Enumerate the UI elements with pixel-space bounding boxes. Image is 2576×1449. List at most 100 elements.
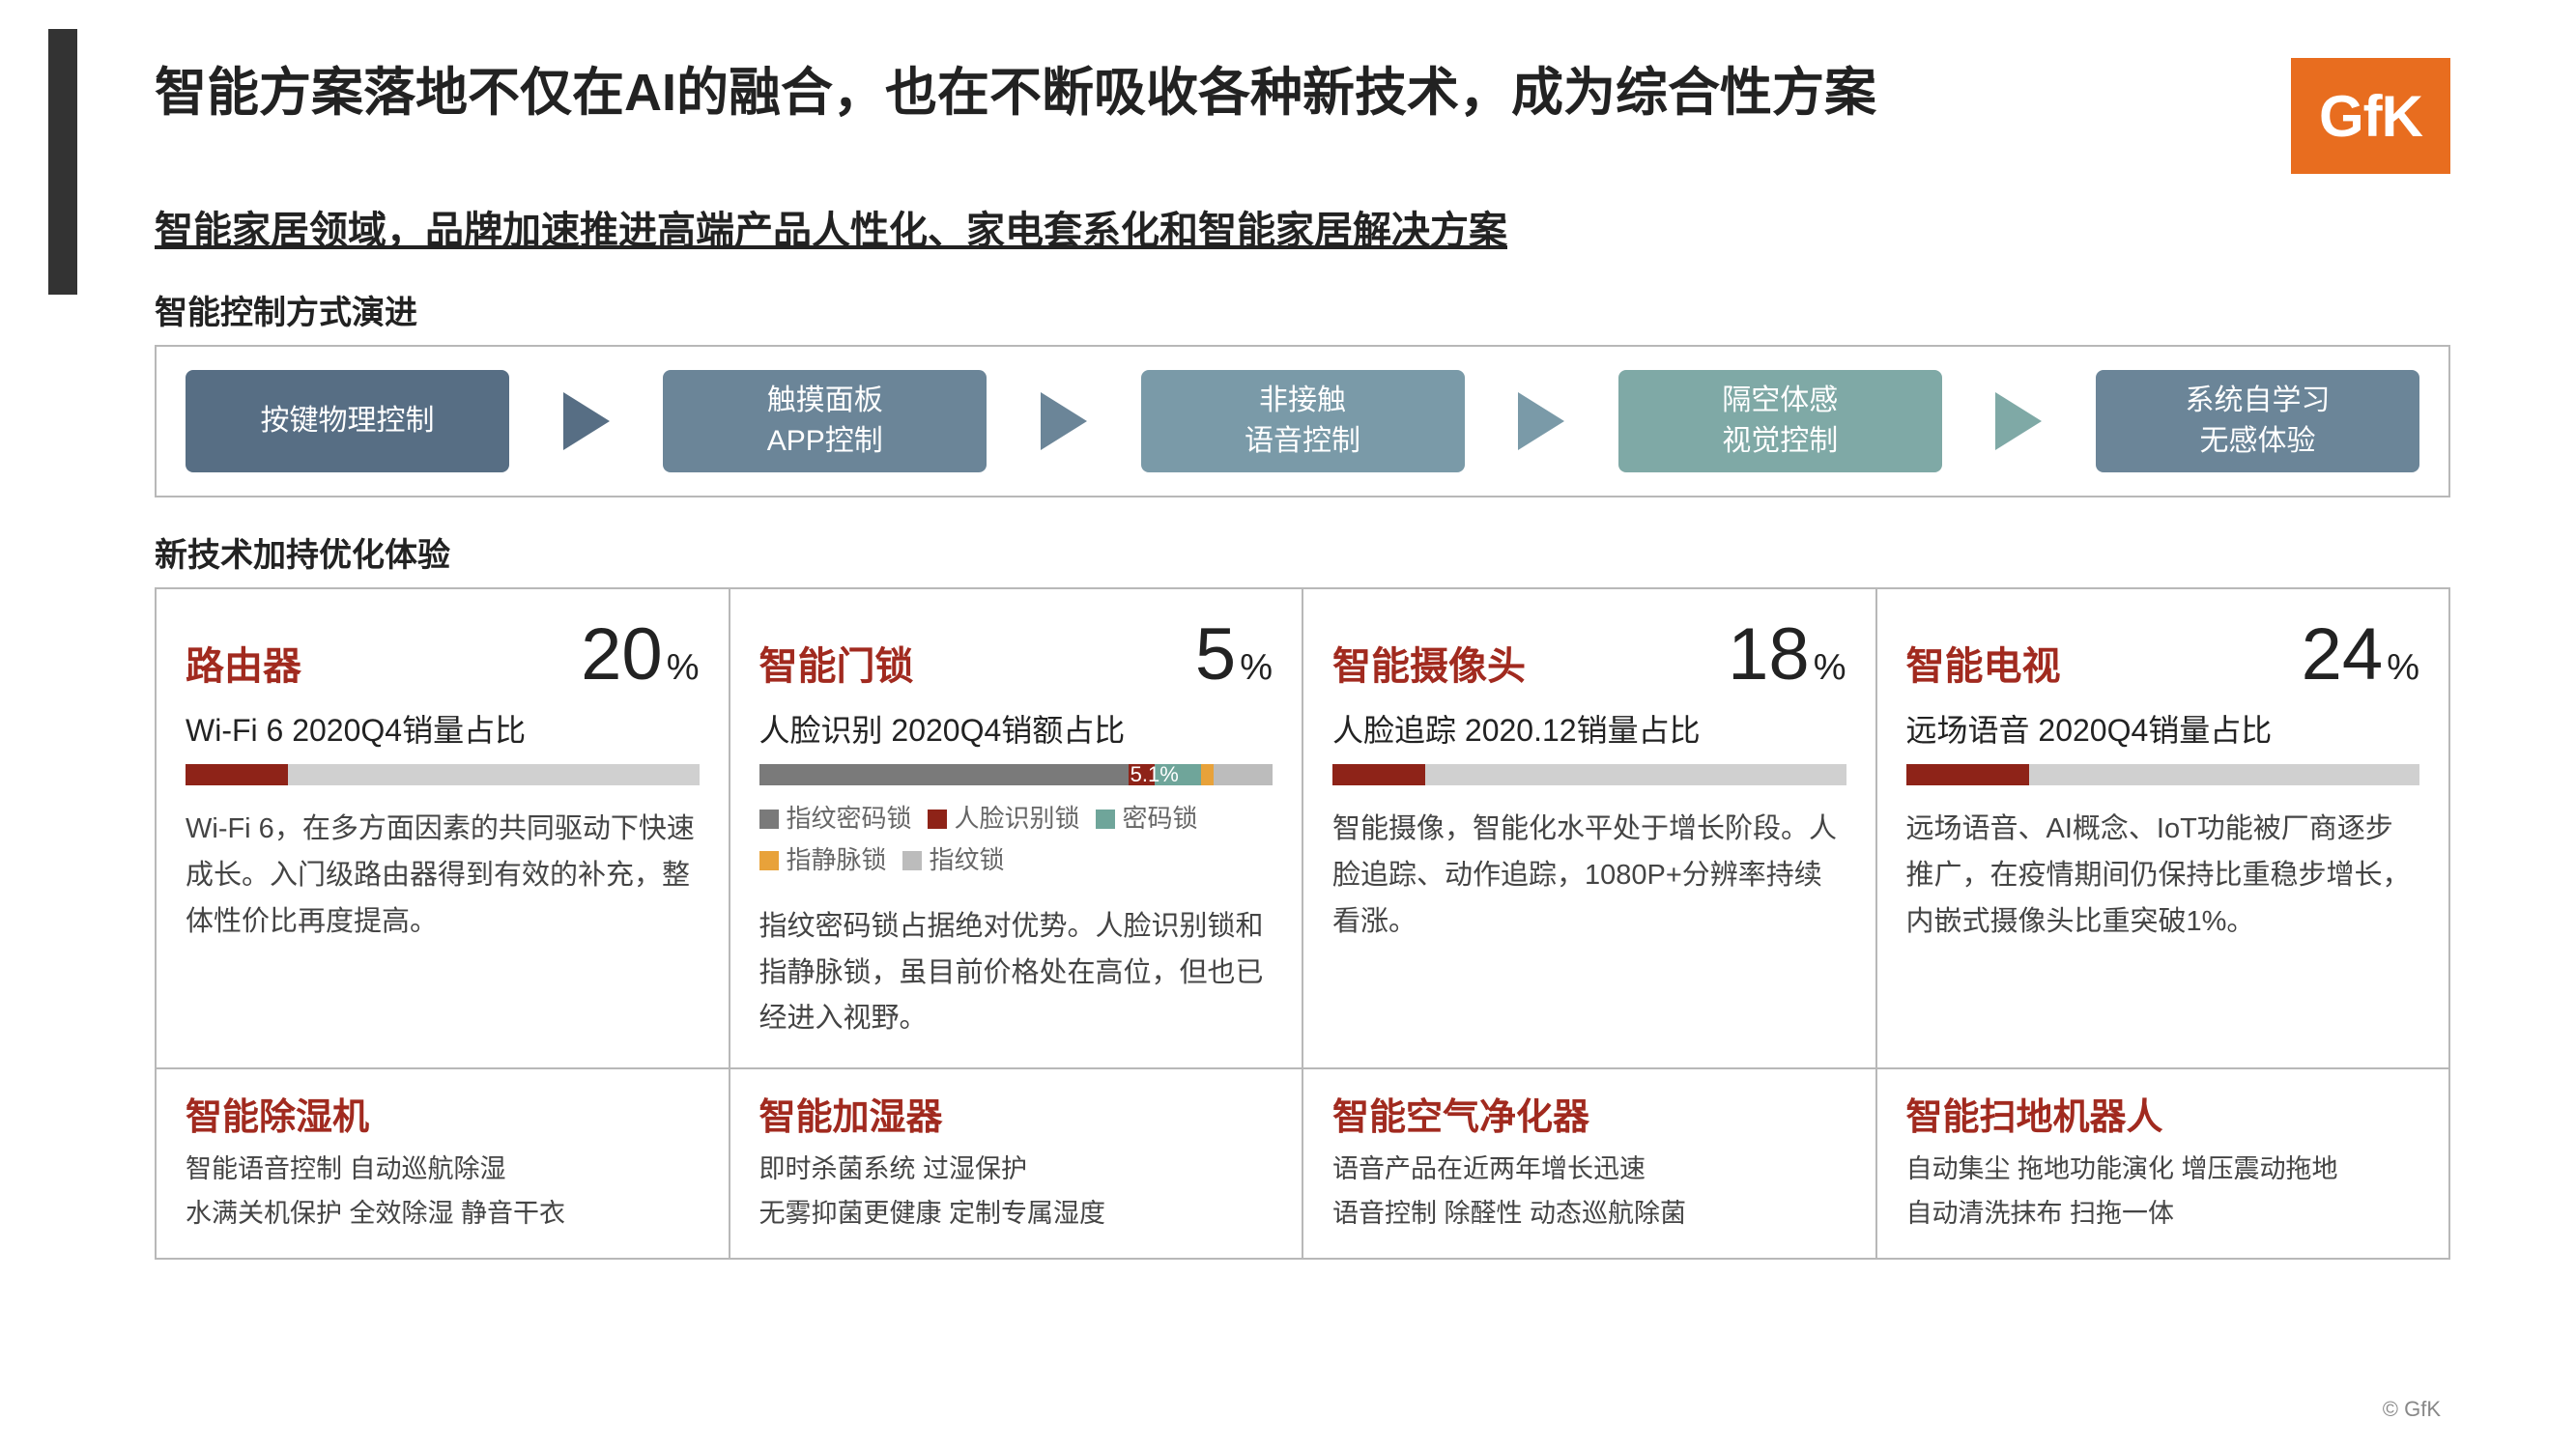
tech-card-title: 智能电视 (1906, 635, 2061, 691)
tech-card-metric: Wi-Fi 6 2020Q4销量占比 (186, 706, 700, 751)
slide: 智能方案落地不仅在AI的融合，也在不断吸收各种新技术，成为综合性方案 GfK 智… (0, 0, 2576, 1449)
legend-item: 人脸识别锁 (928, 799, 1080, 839)
tech-card: 智能门锁 5% 人脸识别 2020Q4销额占比 5.1% 指纹密码锁 人脸识别锁 密码锁指静… (730, 589, 1304, 1067)
legend-label: 指静脉锁 (787, 840, 887, 881)
legend-swatch (928, 810, 947, 829)
tech-card-head: 路由器 20% (186, 612, 700, 696)
page-title: 智能方案落地不仅在AI的融合，也在不断吸收各种新技术，成为综合性方案 (155, 58, 2252, 128)
tech-card-desc: Wi-Fi 6，在多方面因素的共同驱动下快速成长。入门级路由器得到有效的补充，整… (186, 807, 700, 946)
tech-label: 新技术加持优化体验 (155, 528, 2450, 576)
arrow-right-icon (563, 392, 610, 450)
tech-bottom-title: 智能加湿器 (759, 1087, 1274, 1140)
tech-bottom-cell: 智能加湿器即时杀菌系统 过湿保护无雾抑菌更健康 定制专属湿度 (730, 1069, 1304, 1258)
gfk-logo: GfK (2291, 58, 2450, 174)
evolution-step-line: 隔空体感 (1722, 381, 1838, 421)
tech-bottom-title: 智能除湿机 (186, 1087, 700, 1140)
evolution-step-line: 按键物理控制 (261, 401, 435, 441)
tech-bottom-desc: 自动集尘 拖地功能演化 增压震动拖地自动清洗抹布 扫拖一体 (1906, 1148, 2420, 1236)
percent-value: 5 (1195, 612, 1236, 696)
progress-bar: 5.1% (759, 764, 1274, 785)
progress-bar (1332, 764, 1846, 785)
tech-card-title: 智能摄像头 (1332, 635, 1526, 691)
evolution-step-line: 系统自学习 (2186, 381, 2331, 421)
percent-unit: % (1814, 647, 1846, 689)
tech-bottom-desc: 语音产品在近两年增长迅速语音控制 除醛性 动态巡航除菌 (1332, 1148, 1846, 1236)
tech-bottom-cell: 智能除湿机智能语音控制 自动巡航除湿水满关机保护 全效除湿 静音干衣 (157, 1069, 730, 1258)
legend-swatch (759, 851, 779, 870)
progress-bar (186, 764, 700, 785)
tech-card-metric: 远场语音 2020Q4销量占比 (1906, 706, 2420, 751)
evolution-step-line: 非接触 (1259, 381, 1346, 421)
evolution-step-line: 触摸面板 (767, 381, 883, 421)
tech-card-metric: 人脸识别 2020Q4销额占比 (759, 706, 1274, 751)
progress-bar (1906, 764, 2420, 785)
tech-card-percent: 18% (1728, 612, 1846, 696)
evolution-step: 系统自学习无感体验 (2096, 370, 2419, 472)
legend-label: 指纹锁 (930, 840, 1005, 881)
tech-card-metric: 人脸追踪 2020.12销量占比 (1332, 706, 1846, 751)
percent-value: 24 (2302, 612, 2384, 696)
tech-bottom-desc: 即时杀菌系统 过湿保护无雾抑菌更健康 定制专属湿度 (759, 1148, 1274, 1236)
bar-segment (759, 764, 1130, 785)
copyright: © GfK (2383, 1397, 2441, 1422)
tech-bottom-desc: 智能语音控制 自动巡航除湿水满关机保护 全效除湿 静音干衣 (186, 1148, 700, 1236)
evolution-label: 智能控制方式演进 (155, 286, 2450, 333)
legend-label: 密码锁 (1123, 799, 1198, 839)
header-row: 智能方案落地不仅在AI的融合，也在不断吸收各种新技术，成为综合性方案 GfK (155, 58, 2450, 174)
tech-card-title: 路由器 (186, 635, 301, 691)
arrow-right-icon (1518, 392, 1564, 450)
legend-item: 密码锁 (1096, 799, 1198, 839)
bar-segment (1201, 764, 1214, 785)
tech-card: 路由器 20% Wi-Fi 6 2020Q4销量占比 Wi-Fi 6，在多方面因素的共… (157, 589, 730, 1067)
tech-bottom-cell: 智能空气净化器语音产品在近两年增长迅速语音控制 除醛性 动态巡航除菌 (1303, 1069, 1877, 1258)
tech-bottom-cell: 智能扫地机器人自动集尘 拖地功能演化 增压震动拖地自动清洗抹布 扫拖一体 (1877, 1069, 2449, 1258)
legend-label: 指纹密码锁 (787, 799, 912, 839)
bar-overlay-label: 5.1% (1129, 764, 1180, 785)
tech-card-desc: 远场语音、AI概念、IoT功能被厂商逐步推广，在疫情期间仍保持比重稳步增长，内嵌… (1906, 807, 2420, 946)
chart-legend: 指纹密码锁 人脸识别锁 密码锁指静脉锁 指纹锁 (759, 799, 1274, 883)
tech-card: 智能摄像头 18% 人脸追踪 2020.12销量占比智能摄像，智能化水平处于增长阶段… (1303, 589, 1877, 1067)
bar-segment (1332, 764, 1425, 785)
bar-segment (186, 764, 288, 785)
bar-segment (1214, 764, 1273, 785)
percent-unit: % (1240, 647, 1273, 689)
legend-swatch (1096, 810, 1115, 829)
bar-segment (1906, 764, 2030, 785)
tech-card-percent: 24% (2302, 612, 2419, 696)
tech-card-desc: 智能摄像，智能化水平处于增长阶段。人脸追踪、动作追踪，1080P+分辨率持续看涨… (1332, 807, 1846, 946)
title-block: 智能方案落地不仅在AI的融合，也在不断吸收各种新技术，成为综合性方案 (155, 58, 2291, 128)
tech-bottom-title: 智能扫地机器人 (1906, 1087, 2420, 1140)
legend-label: 人脸识别锁 (955, 799, 1080, 839)
evolution-step: 非接触语音控制 (1141, 370, 1465, 472)
evolution-step: 按键物理控制 (186, 370, 509, 472)
left-accent-bar (48, 29, 77, 295)
tech-card-title: 智能门锁 (759, 635, 914, 691)
tech-card-desc: 指纹密码锁占据绝对优势。人脸识别锁和指静脉锁，虽目前价格处在高位，但也已经进入视… (759, 904, 1274, 1043)
arrow-right-icon (1995, 392, 2042, 450)
legend-item: 指静脉锁 (759, 840, 887, 881)
legend-item: 指纹锁 (902, 840, 1005, 881)
tech-card-head: 智能门锁 5% (759, 612, 1274, 696)
tech-bottom-title: 智能空气净化器 (1332, 1087, 1846, 1140)
evolution-step-line: 无感体验 (2200, 421, 2316, 462)
percent-value: 18 (1728, 612, 1810, 696)
arrow-right-icon (1041, 392, 1087, 450)
tech-card-percent: 20% (581, 612, 699, 696)
tech-card-percent: 5% (1195, 612, 1273, 696)
tech-card-head: 智能摄像头 18% (1332, 612, 1846, 696)
percent-value: 20 (581, 612, 663, 696)
tech-card-head: 智能电视 24% (1906, 612, 2420, 696)
tech-box: 路由器 20% Wi-Fi 6 2020Q4销量占比 Wi-Fi 6，在多方面因素的共… (155, 587, 2450, 1260)
percent-unit: % (2387, 647, 2419, 689)
legend-item: 指纹密码锁 (759, 799, 912, 839)
tech-card: 智能电视 24% 远场语音 2020Q4销量占比远场语音、AI概念、IoT功能被厂商… (1877, 589, 2449, 1067)
legend-swatch (759, 810, 779, 829)
evolution-step-line: 视觉控制 (1722, 421, 1838, 462)
tech-row-bottom: 智能除湿机智能语音控制 自动巡航除湿水满关机保护 全效除湿 静音干衣智能加湿器即… (157, 1069, 2448, 1258)
page-subtitle: 智能家居领域，品牌加速推进高端产品人性化、家电套系化和智能家居解决方案 (155, 199, 2450, 255)
evolution-step-line: 语音控制 (1245, 421, 1360, 462)
tech-row-top: 路由器 20% Wi-Fi 6 2020Q4销量占比 Wi-Fi 6，在多方面因素的共… (157, 589, 2448, 1069)
percent-unit: % (667, 647, 700, 689)
evolution-box: 按键物理控制 触摸面板APP控制 非接触语音控制 隔空体感视觉控制 系统自学习无感体验 (155, 345, 2450, 497)
evolution-step: 触摸面板APP控制 (663, 370, 987, 472)
